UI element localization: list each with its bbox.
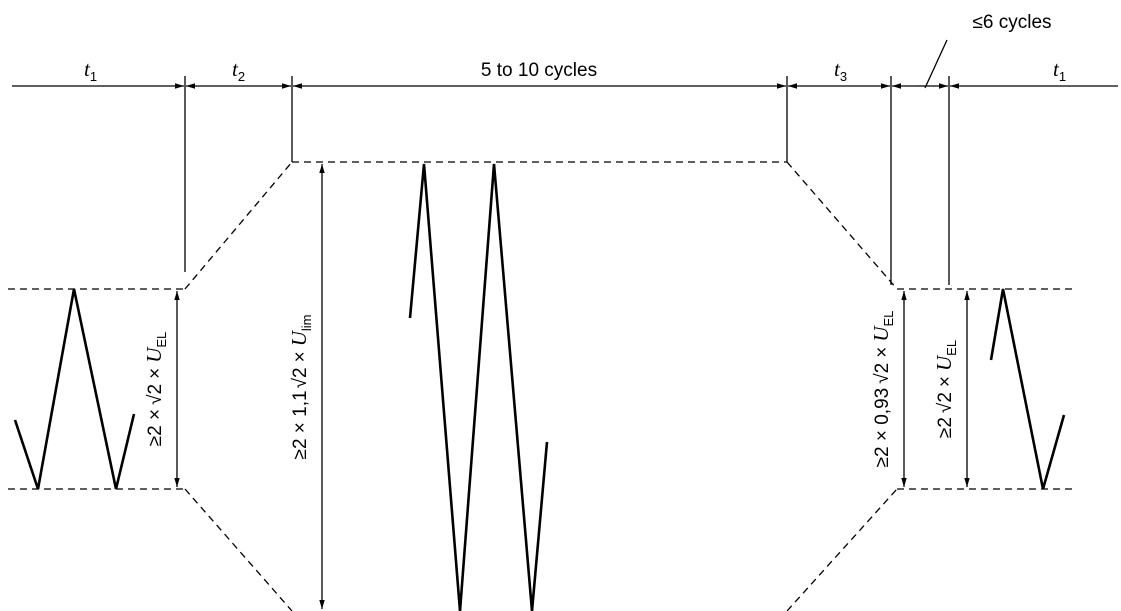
short-cycles-label: ≤6 cycles xyxy=(972,12,1051,33)
sqrt-radical: √ xyxy=(935,402,956,413)
t2-label: t2 xyxy=(232,57,245,84)
svg-text:≥2 × 0,93√2×UEL: ≥2 × 0,93√2×UEL xyxy=(869,311,896,468)
short-cycles-leader-line xyxy=(924,39,948,89)
left-amplitude-label: ≥2 ×√2×UEL xyxy=(142,332,169,447)
right-waveform xyxy=(989,288,1066,490)
sqrt-radical: √ xyxy=(872,373,893,384)
svg-text:≥2√2×UEL: ≥2√2×UEL xyxy=(932,340,959,438)
t3-label: t3 xyxy=(834,57,847,84)
t1-left-label: t1 xyxy=(84,57,97,84)
left-waveform xyxy=(13,288,136,490)
svg-text:≥2 ×√2×UEL: ≥2 ×√2×UEL xyxy=(142,332,169,447)
envelope-ramp-down-upper xyxy=(786,161,898,290)
sqrt-radical: √ xyxy=(145,394,166,405)
middle-amplitude-label: ≥2 × 1,1√2×Ulim xyxy=(287,315,314,460)
t1-right-label: t1 xyxy=(1053,57,1066,84)
sqrt-radical: √ xyxy=(290,377,311,388)
middle-waveform xyxy=(408,163,549,611)
right-amplitude-label-1: ≥2 × 0,93√2×UEL xyxy=(869,311,896,468)
right-amplitude-label-2: ≥2√2×UEL xyxy=(932,340,959,438)
middle-cycles-label: 5 to 10 cycles xyxy=(481,60,597,81)
svg-text:≥2 × 1,1√2×Ulim: ≥2 × 1,1√2×Ulim xyxy=(287,315,314,460)
envelope-ramp-up-lower xyxy=(184,488,293,611)
envelope-ramp-up-upper xyxy=(184,161,293,290)
envelope-ramp-down-lower xyxy=(786,488,898,611)
